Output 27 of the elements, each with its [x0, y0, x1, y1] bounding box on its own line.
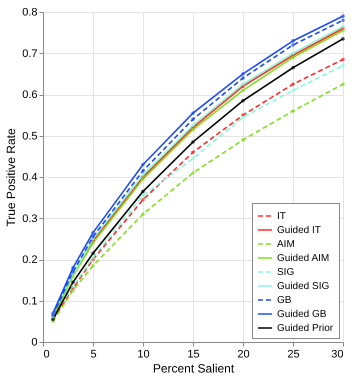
y-tick-label: 0.8: [22, 6, 38, 18]
legend-label: AIM: [277, 239, 295, 250]
legend-label: Guided IT: [277, 225, 321, 236]
legend-label: SIG: [277, 267, 294, 278]
legend-label: GB: [277, 295, 292, 306]
x-tick-label: 30: [331, 348, 344, 360]
x-tick-label: 5: [90, 348, 97, 360]
x-tick-label: 15: [187, 348, 200, 360]
x-tick-label: 25: [287, 348, 300, 360]
legend-label: Guided Prior: [277, 323, 334, 334]
x-tick-label: 0: [44, 348, 50, 360]
legend-label: Guided GB: [277, 309, 327, 320]
x-tick-label: 20: [237, 348, 250, 360]
legend-label: Guided SIG: [277, 281, 330, 292]
y-tick-label: 0.5: [22, 130, 38, 142]
y-tick-label: 0.1: [22, 295, 38, 308]
y-axis-title: True Positive Rate: [4, 128, 18, 227]
y-tick-label: 0.2: [22, 254, 38, 266]
y-tick-label: 0.4: [22, 172, 38, 184]
y-tick-label: 0.3: [22, 212, 38, 225]
y-tick-label: 0.7: [22, 48, 38, 60]
y-tick-label: 0: [31, 336, 38, 348]
legend-label: IT: [277, 211, 286, 222]
x-tick-label: 10: [137, 348, 150, 360]
legend-label: Guided AIM: [277, 253, 330, 264]
y-tick-label: 0.6: [22, 89, 38, 101]
x-axis-title: Percent Salient: [152, 362, 235, 376]
